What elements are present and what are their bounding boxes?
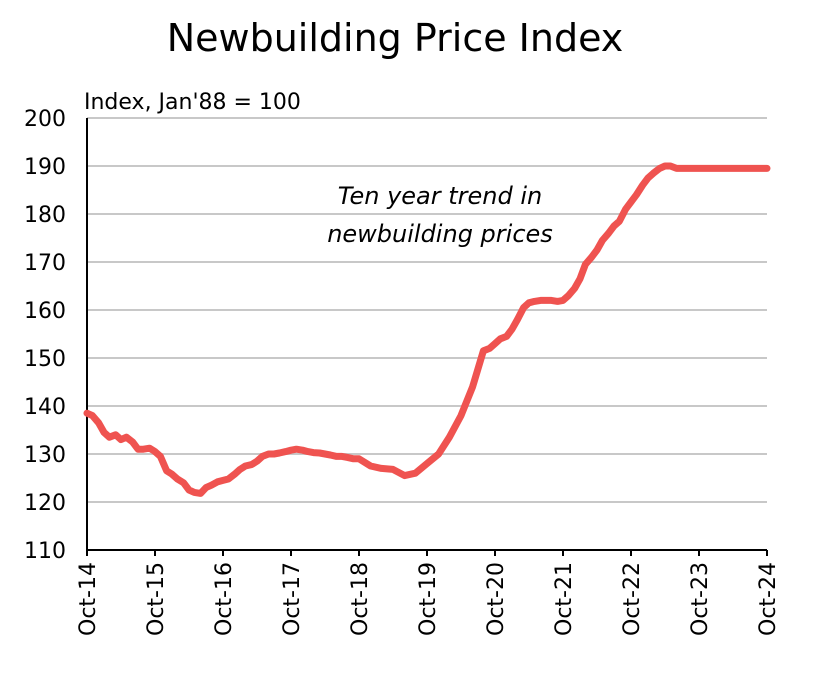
x-tick-label: Oct-14: [76, 562, 101, 636]
x-tick-label: Oct-20: [484, 562, 509, 636]
y-axis-label: Index, Jan'88 = 100: [84, 90, 301, 115]
x-tick-label: Oct-21: [552, 562, 577, 636]
y-tick-label: 180: [24, 203, 66, 228]
y-tick-label: 110: [24, 539, 66, 564]
gridlines: [87, 117, 767, 503]
x-tick-label: Oct-17: [280, 562, 305, 636]
x-tick-labels: Oct-14 Oct-15 Oct-16 Oct-17 Oct-18 Oct-19 Oct-…: [76, 550, 781, 636]
x-tick-label: Oct-22: [620, 562, 645, 636]
y-tick-label: 170: [24, 251, 66, 276]
series-layer: [83, 162, 771, 497]
y-tick-label: 150: [24, 347, 66, 372]
y-tick-label: 120: [24, 491, 66, 516]
series-line-newbuilding-price-index: [83, 162, 771, 497]
x-tick-label: Oct-16: [212, 562, 237, 636]
x-tick-label: Oct-15: [144, 562, 169, 636]
y-tick-label: 160: [24, 299, 66, 324]
chart-annotation-line-2: newbuilding prices: [327, 220, 553, 248]
x-tick-label: Oct-23: [688, 562, 713, 636]
y-tick-labels: 110 120 130 140 150 160 170 180 190 200: [24, 107, 66, 564]
chart-title: Newbuilding Price Index: [166, 16, 624, 60]
y-tick-label: 200: [24, 107, 66, 132]
x-tick-label: Oct-18: [348, 562, 373, 636]
x-tick-label: Oct-24: [756, 562, 781, 636]
x-tick-label: Oct-19: [416, 562, 441, 636]
chart-annotation-line-1: Ten year trend in: [338, 182, 542, 210]
y-tick-label: 140: [24, 395, 66, 420]
y-tick-label: 130: [24, 443, 66, 468]
y-tick-label: 190: [24, 155, 66, 180]
